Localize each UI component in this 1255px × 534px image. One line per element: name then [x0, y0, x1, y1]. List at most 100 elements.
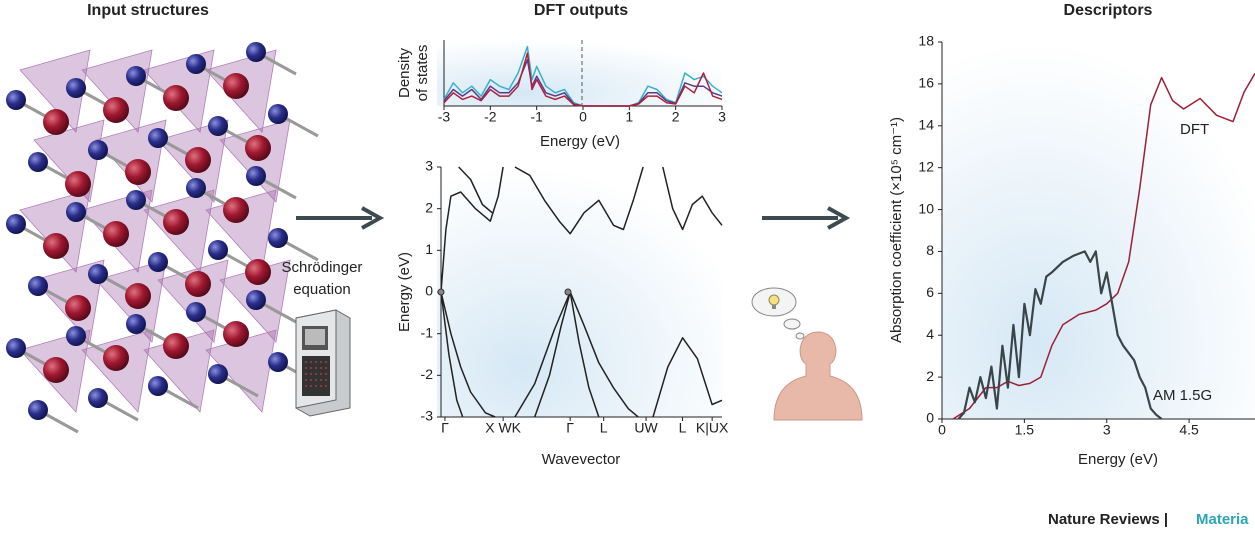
cation: [43, 233, 69, 259]
panel-heading: Descriptors: [1064, 2, 1153, 19]
cation: [103, 97, 129, 123]
anion: [66, 202, 86, 222]
cation: [245, 259, 271, 285]
x-tick-label: -3: [438, 109, 451, 125]
anion: [88, 264, 108, 284]
cation: [245, 135, 271, 161]
anion: [246, 166, 266, 186]
anion: [148, 252, 168, 272]
gamma-point: [564, 288, 572, 296]
cation: [125, 159, 151, 185]
y-tick-label: 0: [926, 410, 934, 426]
cation: [185, 271, 211, 297]
y-tick-label: 6: [926, 284, 934, 300]
y-tick-label: -1: [421, 324, 434, 340]
x-axis-label: Energy (eV): [540, 133, 620, 150]
y-tick-label: -3: [421, 408, 434, 424]
cation: [223, 321, 249, 347]
y-axis-label: Energy (eV): [396, 252, 413, 332]
y-axis-label: Density: [396, 47, 413, 98]
cation: [163, 85, 189, 111]
crystal-structure: [6, 42, 319, 434]
x-axis-label: Energy (eV): [1078, 451, 1158, 468]
series-line: [443, 45, 723, 107]
x-tick-label: 1.5: [1015, 422, 1035, 438]
cation: [65, 295, 91, 321]
series-line: [440, 166, 504, 293]
x-tick-label: UW: [634, 420, 658, 436]
y-tick-label: 2: [425, 199, 433, 215]
anion: [126, 314, 146, 334]
server-icon: [295, 309, 351, 417]
x-tick-label: 2: [672, 109, 680, 125]
anion: [28, 276, 48, 296]
anion: [208, 116, 228, 136]
anion: [126, 66, 146, 86]
x-tick-label: X WK: [485, 420, 521, 436]
journal-section: Materia: [1196, 511, 1249, 528]
gamma-point: [437, 288, 445, 296]
anion: [6, 338, 26, 358]
series-line: [569, 291, 639, 418]
anion: [148, 376, 168, 396]
anion: [28, 152, 48, 172]
series-label: DFT: [1180, 121, 1209, 138]
series-line: [662, 166, 723, 231]
x-tick-label: 1: [625, 109, 633, 125]
y-axis-label: of states: [414, 45, 431, 102]
anion: [126, 190, 146, 210]
x-tick-label: Γ: [441, 420, 449, 436]
y-tick-label: 8: [926, 242, 934, 258]
anion: [246, 42, 266, 62]
cation: [163, 209, 189, 235]
cation: [223, 197, 249, 223]
series-line: [569, 291, 600, 418]
anion: [268, 228, 288, 248]
y-axis-label: Absorption coefficient (×10⁵ cm⁻¹): [888, 117, 905, 343]
equation-label: equation: [293, 281, 351, 298]
x-tick-label: K|UX: [696, 420, 729, 436]
series-line: [652, 337, 723, 418]
y-tick-label: 18: [918, 33, 934, 49]
y-tick-label: 16: [918, 75, 934, 91]
y-tick-label: 1: [425, 241, 433, 257]
x-tick-label: 0: [938, 422, 946, 438]
anion: [186, 302, 206, 322]
y-tick-label: 4: [926, 326, 934, 342]
series-label: AM 1.5G: [1153, 387, 1212, 404]
thinker: [751, 287, 863, 421]
y-tick-label: 2: [926, 368, 934, 384]
series-line: [514, 291, 571, 418]
cation: [43, 357, 69, 383]
cation: [43, 109, 69, 135]
y-tick-label: 0: [425, 283, 433, 299]
x-tick-label: 0: [579, 109, 587, 125]
y-tick-label: 3: [425, 158, 433, 174]
x-tick-label: L: [600, 420, 608, 436]
arrow: [762, 206, 851, 230]
panel-heading: DFT outputs: [534, 2, 628, 19]
series-line: [514, 166, 644, 235]
anion: [246, 290, 266, 310]
equation-label: Schrödinger: [282, 259, 363, 276]
x-tick-label: Γ: [566, 420, 574, 436]
anion: [268, 104, 288, 124]
series-line: [443, 52, 723, 107]
y-tick-label: 14: [918, 116, 934, 132]
anion: [268, 352, 288, 372]
anion: [186, 178, 206, 198]
y-tick-label: 10: [918, 200, 934, 216]
cation: [65, 171, 91, 197]
series-line: [458, 166, 493, 214]
band-background: [437, 167, 722, 417]
y-tick-label: 12: [918, 158, 934, 174]
cation: [125, 283, 151, 309]
anion: [6, 90, 26, 110]
anion: [88, 388, 108, 408]
anion: [66, 326, 86, 346]
series-line: [533, 291, 571, 418]
series-line: [440, 291, 496, 418]
absorption-background: [942, 42, 1255, 419]
x-tick-label: -2: [484, 109, 497, 125]
